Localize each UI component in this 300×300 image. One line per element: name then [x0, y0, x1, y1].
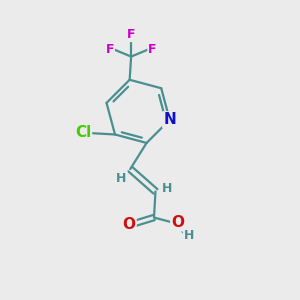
- Text: H: H: [116, 172, 127, 184]
- Text: F: F: [148, 43, 157, 56]
- Text: H: H: [184, 229, 194, 242]
- Text: N: N: [163, 112, 176, 127]
- Text: F: F: [127, 28, 135, 41]
- Text: O: O: [171, 215, 184, 230]
- Text: O: O: [122, 217, 136, 232]
- Text: H: H: [162, 182, 172, 195]
- Text: F: F: [106, 43, 114, 56]
- Text: Cl: Cl: [75, 125, 91, 140]
